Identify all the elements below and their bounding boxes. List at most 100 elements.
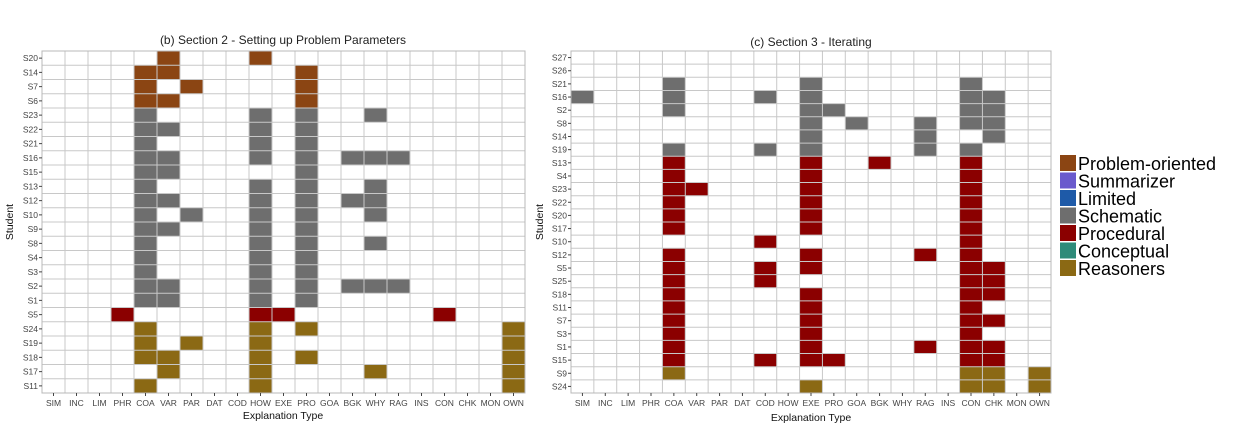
x-tick-label-ins: INS: [941, 398, 956, 408]
x-tick-label-chk: CHK: [459, 398, 477, 408]
cell-s19-own: [502, 336, 525, 351]
y-tick-label-s21: S21: [552, 79, 567, 89]
y-tick-label-s16: S16: [23, 153, 38, 163]
cell-s18-exe: [799, 287, 823, 301]
x-tick-label-why: WHY: [366, 398, 386, 408]
cell-s16-sim: [571, 90, 594, 104]
cell-s2-coa: [662, 103, 686, 117]
cell-s1-rag: [913, 340, 937, 354]
cell-s9-chk: [982, 366, 1006, 380]
x-tick-label-lim: LIM: [92, 398, 106, 408]
cell-s22-coa: [662, 195, 686, 209]
x-tick-label-par: PAR: [711, 398, 728, 408]
cell-s14-pro: [295, 65, 318, 80]
cell-s24-own: [502, 321, 525, 336]
cell-s11-exe: [799, 300, 823, 315]
y-tick-label-s27: S27: [552, 53, 567, 63]
cell-s17-why: [364, 364, 387, 379]
cell-s20-exe: [799, 208, 823, 222]
cell-s16-chk: [982, 90, 1006, 104]
cell-s15-var: [157, 165, 180, 180]
cell-s17-own: [502, 364, 525, 379]
cell-s24-how: [249, 321, 272, 336]
y-tick-label-s1: S1: [28, 295, 39, 305]
cell-s2-con: [959, 103, 983, 117]
x-tick-label-lim: LIM: [621, 398, 635, 408]
cell-s16-cod: [753, 90, 777, 104]
chart-title: (b) Section 2 - Setting up Problem Param…: [160, 33, 406, 47]
legend-label-conceptual: Conceptual: [1078, 242, 1169, 262]
cell-s11-how: [249, 378, 272, 393]
cell-s21-pro: [295, 136, 318, 151]
cell-s7-chk: [982, 314, 1006, 328]
cell-s7-coa: [662, 314, 686, 328]
cell-s2-coa: [134, 279, 157, 294]
cell-s13-bgk: [868, 156, 891, 170]
y-tick-label-s20: S20: [552, 210, 567, 220]
cell-s8-why: [364, 236, 387, 251]
x-tick-label-var: VAR: [160, 398, 177, 408]
cell-s9-pro: [295, 222, 318, 237]
cell-s15-cod: [753, 353, 777, 367]
legend-swatch-summarizer: [1060, 172, 1076, 189]
x-tick-label-how: HOW: [250, 398, 271, 408]
legend-label-procedural: Procedural: [1078, 224, 1165, 244]
y-tick-label-s24: S24: [23, 324, 38, 334]
x-tick-label-pro: PRO: [825, 398, 844, 408]
cell-s16-var: [157, 150, 180, 165]
x-tick-label-phr: PHR: [114, 398, 132, 408]
cell-s10-pro: [295, 207, 318, 222]
y-tick-label-s22: S22: [552, 197, 567, 207]
y-tick-label-s12: S12: [23, 196, 38, 206]
cell-s7-par: [180, 79, 203, 94]
cell-s18-pro: [295, 350, 318, 365]
y-tick-label-s5: S5: [557, 263, 568, 273]
cell-s23-pro: [295, 108, 318, 123]
heatmap-section-3: (c) Section 3 - Iterating S27 S26 S21 S16 S2 S…: [534, 35, 1052, 424]
cell-s4-con: [959, 169, 983, 183]
cell-s15-chk: [982, 353, 1006, 367]
cell-s11-coa: [662, 300, 686, 315]
cell-s16-coa: [134, 150, 157, 165]
x-axis-label: Explanation Type: [243, 410, 324, 422]
cell-s13-coa: [662, 156, 686, 170]
cell-s13-why: [364, 179, 387, 194]
x-tick-label-own: OWN: [503, 398, 524, 408]
legend-label-summarizer: Summarizer: [1078, 172, 1175, 192]
cell-s23-coa: [134, 108, 157, 123]
x-tick-label-mon: MON: [1007, 398, 1027, 408]
cell-s10-par: [180, 207, 203, 222]
cell-s16-why: [364, 150, 387, 165]
x-tick-label-coa: COA: [665, 398, 684, 408]
cell-s25-coa: [662, 274, 686, 288]
cell-s14-exe: [799, 129, 823, 144]
cell-s4-pro: [295, 250, 318, 265]
cell-s10-cod: [753, 235, 777, 249]
x-tick-label-exe: EXE: [802, 398, 819, 408]
cell-s3-coa: [662, 327, 686, 341]
x-tick-label-bgk: BGK: [871, 398, 889, 408]
cell-s10-coa: [134, 207, 157, 222]
cell-s3-con: [959, 327, 983, 341]
cell-s15-pro: [822, 353, 846, 367]
cell-s8-exe: [799, 116, 823, 130]
y-tick-label-s10: S10: [552, 237, 567, 247]
legend-swatch-limited: [1060, 190, 1076, 206]
y-tick-label-s19: S19: [552, 145, 567, 155]
cell-s2-bgk: [341, 279, 364, 294]
cell-s1-exe: [799, 340, 823, 354]
cell-s6-var: [157, 93, 180, 108]
cell-s7-coa: [134, 79, 157, 94]
cell-s14-rag: [913, 129, 937, 144]
legend-label-limited: Limited: [1078, 189, 1136, 209]
x-tick-label-dat: DAT: [734, 398, 750, 408]
y-tick-label-s4: S4: [557, 171, 568, 181]
cell-s21-exe: [799, 77, 823, 91]
cell-s25-con: [959, 274, 983, 288]
cell-s25-cod: [753, 274, 777, 288]
y-tick-label-s6: S6: [28, 96, 39, 106]
x-tick-label-ins: INS: [414, 398, 429, 408]
x-tick-label-con: CON: [962, 398, 981, 408]
y-tick-label-s2: S2: [557, 105, 568, 115]
